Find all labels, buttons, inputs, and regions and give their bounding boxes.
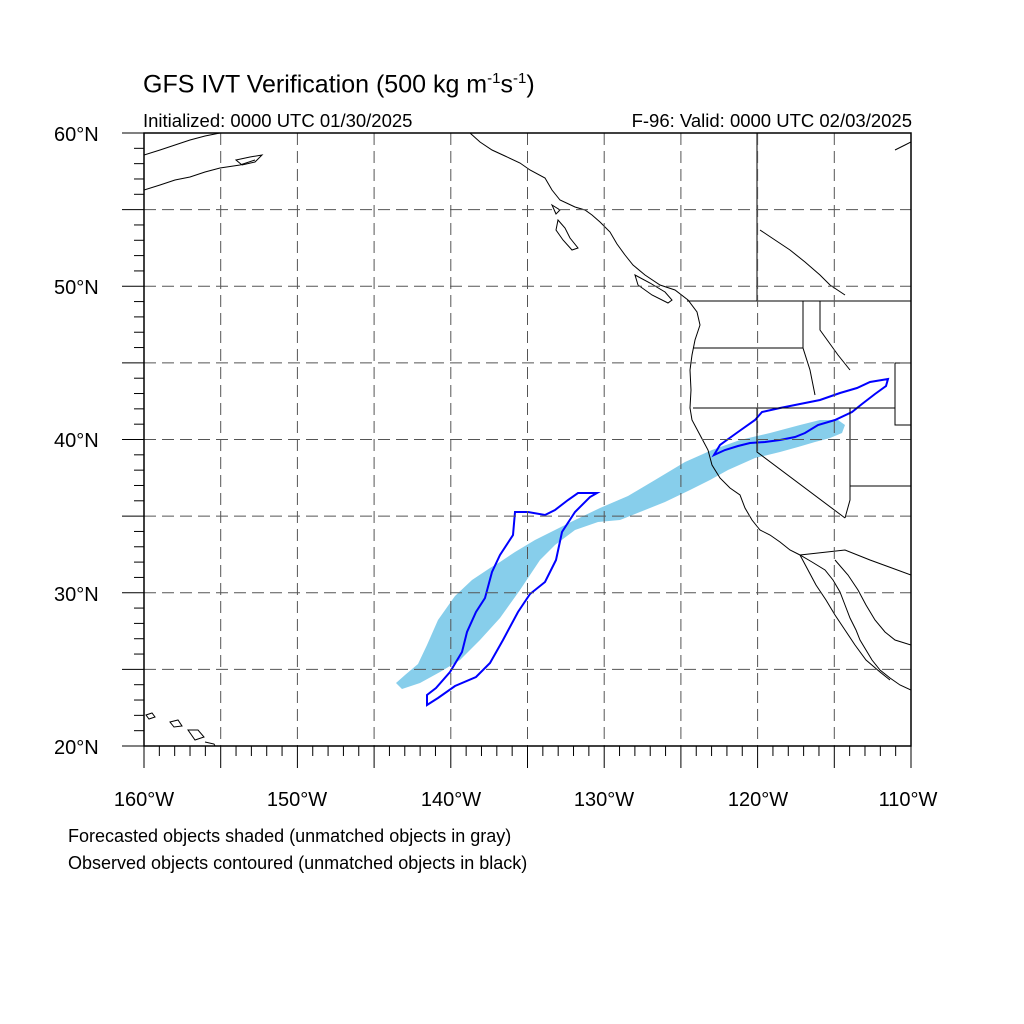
observed-ivt-contours bbox=[426, 377, 890, 707]
lon-label-150: 150°W bbox=[267, 789, 327, 811]
footnote-forecast: Forecasted objects shaded (unmatched obj… bbox=[68, 826, 512, 846]
coastlines bbox=[144, 133, 911, 746]
footnote-observed: Observed objects contoured (unmatched ob… bbox=[68, 853, 528, 873]
lat-label-50: 50°N bbox=[54, 277, 99, 299]
lat-label-20: 20°N bbox=[54, 737, 99, 759]
lon-axis-labels: 160°W 150°W 140°W 130°W 120°W 110°W bbox=[114, 789, 938, 811]
observed-contour-pacific bbox=[426, 492, 601, 707]
lat-label-60: 60°N bbox=[54, 124, 99, 146]
lon-label-110: 110°W bbox=[879, 789, 938, 811]
lat-label-30: 30°N bbox=[54, 584, 99, 606]
initialized-time: Initialized: 0000 UTC 01/30/2025 bbox=[143, 110, 413, 131]
forecast-ivt-object bbox=[396, 420, 845, 689]
chart-title: GFS IVT Verification (500 kg m-1s-1) bbox=[143, 70, 535, 99]
lon-label-120: 120°W bbox=[728, 789, 788, 811]
valid-time: F-96: Valid: 0000 UTC 02/03/2025 bbox=[631, 110, 912, 131]
lon-label-130: 130°W bbox=[574, 789, 634, 811]
hawaii-islands bbox=[145, 712, 216, 746]
lon-label-140: 140°W bbox=[421, 789, 481, 811]
lat-label-40: 40°N bbox=[54, 430, 99, 452]
alaska-coast bbox=[469, 133, 911, 691]
baja-coast bbox=[799, 554, 891, 681]
observed-contour-california bbox=[711, 377, 890, 458]
lon-label-160: 160°W bbox=[114, 789, 174, 811]
axis-ticks bbox=[122, 132, 912, 768]
graticule bbox=[144, 133, 911, 746]
borders bbox=[687, 133, 911, 576]
lat-axis-labels: 60°N 50°N 40°N 30°N 20°N bbox=[54, 124, 99, 759]
